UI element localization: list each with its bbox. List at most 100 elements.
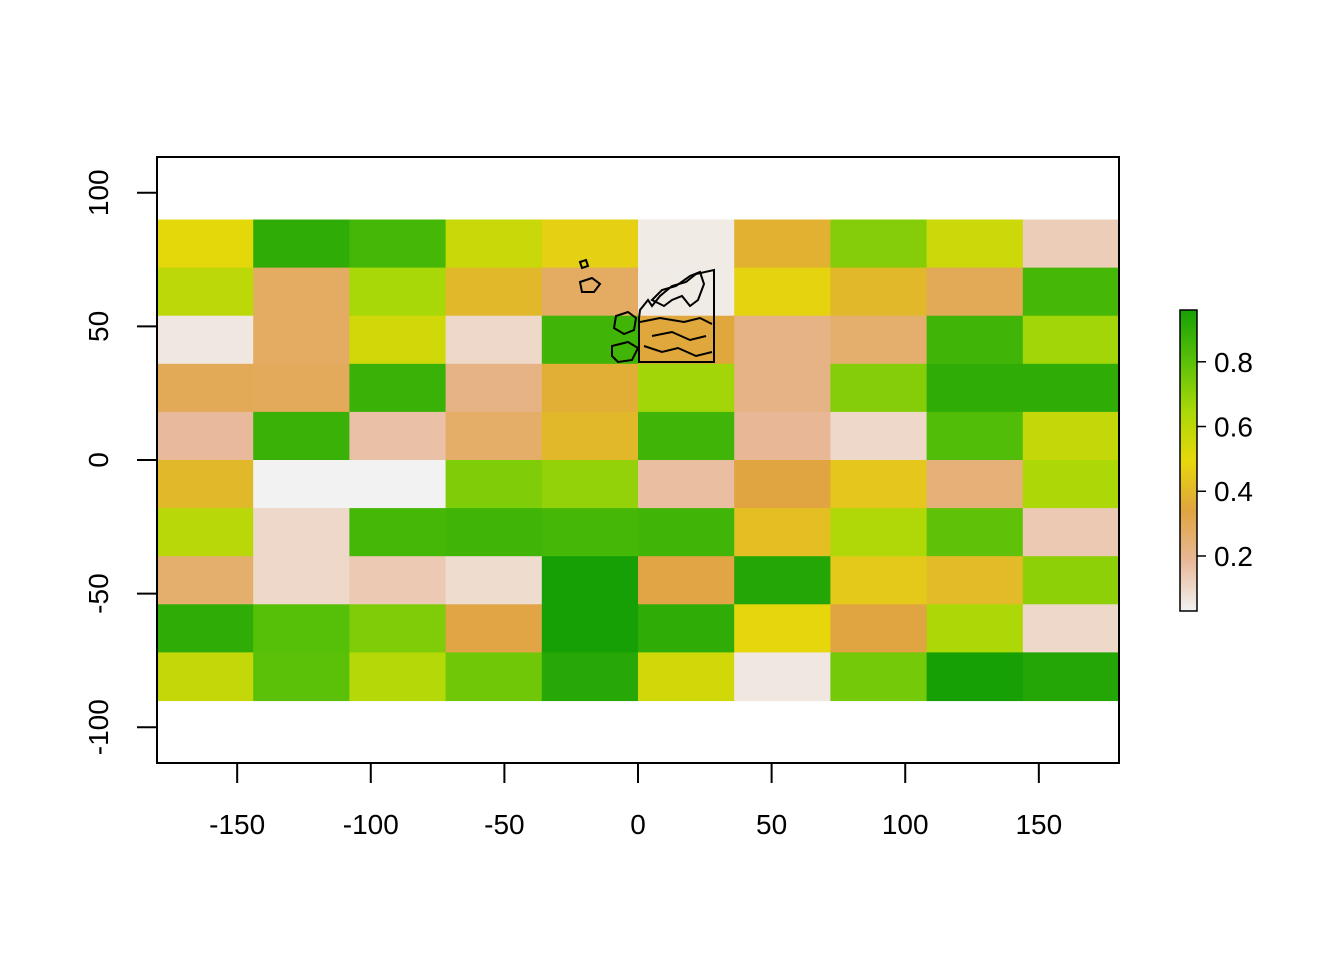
raster-cell bbox=[1022, 411, 1120, 461]
raster-cell bbox=[830, 315, 928, 365]
raster-cell bbox=[157, 219, 254, 269]
raster-cell bbox=[830, 652, 928, 702]
raster-cell bbox=[445, 652, 543, 702]
raster-cell bbox=[541, 411, 639, 461]
legend-tick-label: 0.8 bbox=[1214, 347, 1253, 378]
raster-cell bbox=[445, 604, 543, 653]
x-tick-label: 50 bbox=[756, 809, 787, 840]
raster-cell bbox=[157, 460, 254, 509]
raster-cell bbox=[157, 363, 254, 413]
y-tick-label: 0 bbox=[83, 452, 114, 468]
raster-cell bbox=[541, 604, 639, 653]
x-tick-label: 150 bbox=[1015, 809, 1062, 840]
raster-cell bbox=[253, 219, 350, 269]
raster-cell bbox=[541, 652, 639, 702]
raster-cell bbox=[926, 315, 1024, 365]
raster-cell bbox=[734, 267, 831, 317]
raster-cell bbox=[830, 411, 928, 461]
x-tick-label: 100 bbox=[882, 809, 929, 840]
raster-cell bbox=[253, 556, 350, 605]
raster-cell bbox=[1022, 556, 1120, 605]
x-tick-label: -50 bbox=[484, 809, 524, 840]
raster-cell bbox=[830, 363, 928, 413]
europe-coastline-overlay bbox=[578, 258, 715, 364]
raster-cell bbox=[830, 219, 928, 269]
raster-cell bbox=[638, 267, 735, 317]
legend-color-bar bbox=[1179, 309, 1198, 612]
raster-cell bbox=[445, 460, 543, 509]
raster-cell bbox=[445, 219, 543, 269]
raster-cell bbox=[926, 508, 1024, 557]
y-tick-label: -50 bbox=[83, 573, 114, 613]
raster-cell bbox=[445, 411, 543, 461]
raster-cell bbox=[638, 604, 735, 653]
raster-cell bbox=[830, 556, 928, 605]
legend-tick-label: 0.6 bbox=[1214, 412, 1253, 443]
y-tick-label: -100 bbox=[83, 699, 114, 755]
raster-cell bbox=[1022, 363, 1120, 413]
raster-cell bbox=[926, 267, 1024, 317]
raster-cell bbox=[157, 556, 254, 605]
raster-cell bbox=[926, 219, 1024, 269]
raster-cell bbox=[1022, 460, 1120, 509]
raster-cell bbox=[445, 267, 543, 317]
raster-cell bbox=[349, 411, 447, 461]
raster-cell bbox=[349, 652, 447, 702]
raster-cell bbox=[349, 267, 447, 317]
raster-cell bbox=[445, 556, 543, 605]
raster-cell bbox=[638, 315, 735, 365]
raster-cell bbox=[541, 556, 639, 605]
raster-cell bbox=[541, 315, 639, 365]
raster-cell bbox=[734, 604, 831, 653]
raster-cell bbox=[734, 508, 831, 557]
raster-cell bbox=[734, 363, 831, 413]
raster-cell bbox=[541, 219, 639, 269]
raster-cell bbox=[445, 508, 543, 557]
raster-cell bbox=[638, 460, 735, 509]
raster-cell bbox=[1022, 508, 1120, 557]
raster-cell bbox=[541, 460, 639, 509]
raster-cell bbox=[638, 652, 735, 702]
x-tick-label: -100 bbox=[343, 809, 399, 840]
raster-cell bbox=[926, 460, 1024, 509]
raster-cell bbox=[157, 267, 254, 317]
raster-cell bbox=[1022, 652, 1120, 702]
raster-cell bbox=[253, 460, 350, 509]
raster-cells bbox=[157, 219, 1120, 702]
raster-cell bbox=[830, 267, 928, 317]
raster-cell bbox=[638, 411, 735, 461]
raster-cell bbox=[830, 460, 928, 509]
raster-cell bbox=[157, 315, 254, 365]
raster-cell bbox=[1022, 267, 1120, 317]
raster-cell bbox=[253, 411, 350, 461]
raster-cell bbox=[1022, 219, 1120, 269]
raster-cell bbox=[1022, 315, 1120, 365]
raster-cell bbox=[926, 604, 1024, 653]
raster-cell bbox=[157, 508, 254, 557]
raster-cell bbox=[349, 460, 447, 509]
y-tick-label: 50 bbox=[83, 311, 114, 342]
raster-cell bbox=[253, 652, 350, 702]
raster-cell bbox=[253, 315, 350, 365]
raster-cell bbox=[926, 363, 1024, 413]
raster-cell bbox=[349, 219, 447, 269]
raster-cell bbox=[1022, 604, 1120, 653]
raster-cell bbox=[926, 411, 1024, 461]
raster-cell bbox=[253, 363, 350, 413]
x-tick-label: -150 bbox=[209, 809, 265, 840]
raster-cell bbox=[638, 363, 735, 413]
y-tick-label: 100 bbox=[83, 169, 114, 216]
raster-cell bbox=[734, 411, 831, 461]
raster-cell bbox=[926, 652, 1024, 702]
raster-cell bbox=[926, 556, 1024, 605]
raster-cell bbox=[734, 460, 831, 509]
raster-cell bbox=[638, 508, 735, 557]
legend-tick-label: 0.2 bbox=[1214, 541, 1253, 572]
legend-tick-label: 0.4 bbox=[1214, 476, 1253, 507]
raster-cell bbox=[734, 315, 831, 365]
raster-cell bbox=[445, 315, 543, 365]
raster-cell bbox=[253, 267, 350, 317]
raster-cell bbox=[349, 556, 447, 605]
x-tick-label: 0 bbox=[630, 809, 646, 840]
